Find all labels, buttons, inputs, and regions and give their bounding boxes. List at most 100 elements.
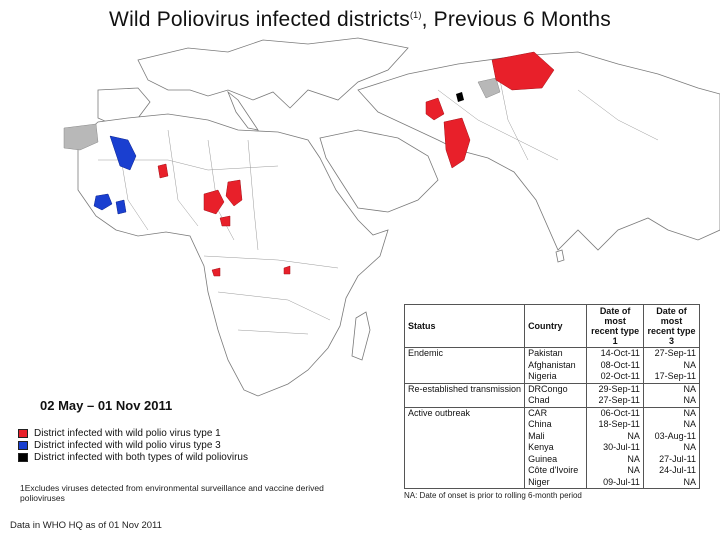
table-cell-type3: 24-Jul-11 (643, 465, 701, 477)
type3-districts (93, 135, 137, 215)
header-country: Country (524, 304, 588, 348)
footnote: 1Excludes viruses detected from environm… (20, 483, 324, 503)
mali-type3-districts (109, 135, 137, 171)
table-cell-country: Niger (524, 476, 588, 489)
table-cell-type3: 03-Aug-11 (643, 430, 701, 442)
legend-label-type1: District infected with wild polio virus … (34, 428, 221, 439)
pakistan-type1-districts (443, 117, 471, 169)
table-cell-type1: 14-Oct-11 (586, 347, 644, 360)
map-title: Wild Poliovirus infected districts(1), P… (0, 8, 720, 32)
table-cell-type3: 27-Jul-11 (643, 453, 701, 465)
table-row: Endemic Pakistan 14-Oct-11 27-Sep-11 (403, 347, 701, 360)
title-suffix: , Previous 6 Months (421, 8, 611, 31)
table-cell-country: CAR (524, 406, 588, 419)
table-cell-status (403, 442, 526, 454)
legend-swatch-type3 (18, 441, 28, 450)
table-cell-type3: NA (643, 476, 701, 489)
title-footnote-mark: (1) (409, 10, 422, 20)
legend-label-both: District infected with both types of wil… (34, 452, 248, 463)
table-cell-type3: 17-Sep-11 (643, 371, 701, 383)
table-cell-status (403, 430, 526, 442)
africa-landmass (77, 113, 389, 397)
italy (227, 90, 259, 131)
case-table: Status Country Date of most recent type … (403, 304, 701, 489)
table-cell-type1: 18-Sep-11 (586, 419, 644, 431)
guinea-type3-districts (93, 193, 113, 211)
table-row: Niger 09-Jul-11 NA (403, 476, 701, 489)
table-cell-type1: 08-Oct-11 (586, 359, 644, 371)
table-cell-country: Nigeria (524, 371, 588, 383)
table-cell-status (403, 371, 526, 383)
table-cell-type1: NA (586, 465, 644, 477)
table-cell-type1: 06-Oct-11 (586, 406, 644, 419)
table-cell-country: Kenya (524, 442, 588, 454)
table-row: Chad 27-Sep-11 NA (403, 395, 701, 407)
table-cell-type3: 27-Sep-11 (643, 347, 701, 360)
header-type3: Date of most recent type 3 (642, 304, 701, 348)
table-cell-type1: 09-Jul-11 (586, 476, 644, 489)
europe-landmass (137, 37, 409, 109)
pakistan-both-types-district (456, 92, 464, 102)
table-cell-type3: NA (643, 419, 701, 431)
data-source: Data in WHO HQ as of 01 Nov 2011 (10, 520, 162, 531)
table-row: Re-established transmission DRCongo 29-Sep… (403, 382, 701, 395)
table-body: Endemic Pakistan 14-Oct-11 27-Sep-11 Afghani… (403, 347, 701, 489)
legend-label-type3: District infected with wild polio virus … (34, 440, 221, 451)
china-type1-districts (491, 51, 555, 91)
table-cell-country: DRCongo (524, 382, 588, 395)
table-cell-status (403, 395, 526, 407)
table-cell-status (403, 419, 526, 431)
table-cell-country: Pakistan (524, 347, 588, 360)
table-cell-status (403, 453, 526, 465)
table-cell-country: Guinea (524, 453, 588, 465)
niger-type1-districts (157, 163, 169, 179)
table-cell-type3: NA (643, 382, 701, 395)
drc-type1-districts (211, 267, 221, 277)
table-cell-type3: NA (643, 442, 701, 454)
madagascar (351, 311, 371, 361)
table-cell-country: China (524, 419, 588, 431)
table-cell-type1: NA (586, 430, 644, 442)
period-label: 02 May – 01 Nov 2011 (40, 398, 173, 413)
table-row: China 18-Sep-11 NA (403, 419, 701, 431)
table-header-row: Status Country Date of most recent type … (403, 304, 701, 348)
legend-swatch-type1 (18, 429, 28, 438)
sri-lanka (555, 249, 565, 263)
header-status: Status (403, 304, 526, 348)
title-text: Wild Poliovirus infected districts (109, 8, 410, 31)
legend-item-type3: District infected with wild polio virus … (18, 440, 398, 451)
table-row: Active outbreak CAR 06-Oct-11 NA (403, 406, 701, 419)
table-row: Kenya 30-Jul-11 NA (403, 442, 701, 454)
table-cell-type1: NA (586, 453, 644, 465)
table-row: Mali NA 03-Aug-11 (403, 430, 701, 442)
table-cell-status: Active outbreak (403, 406, 526, 419)
car-type1-districts (219, 215, 231, 227)
table-cell-country: Chad (524, 395, 588, 407)
table-cell-status: Re-established transmission (403, 382, 526, 395)
table-row: Côte d'Ivoire NA 24-Jul-11 (403, 465, 701, 477)
table-cell-type1: 29-Sep-11 (586, 382, 644, 395)
table-cell-status (403, 359, 526, 371)
table-cell-country: Mali (524, 430, 588, 442)
nigeria-type1-districts (203, 189, 225, 215)
type1-districts (157, 51, 555, 277)
table-row: Nigeria 02-Oct-11 17-Sep-11 (403, 371, 701, 383)
table-row: Guinea NA 27-Jul-11 (403, 453, 701, 465)
table-cell-status (403, 476, 526, 489)
excluded-regions (63, 77, 501, 151)
table-cell-type1: 27-Sep-11 (586, 395, 644, 407)
land-masses (77, 37, 720, 397)
map-legend: District infected with wild polio virus … (18, 428, 398, 464)
case-table-container: Status Country Date of most recent type … (403, 304, 701, 500)
table-cell-country: Afghanistan (524, 359, 588, 371)
both-types-districts (456, 92, 464, 102)
kashmir-region (477, 77, 501, 99)
legend-item-both: District infected with both types of wil… (18, 452, 398, 463)
legend-item-type1: District infected with wild polio virus … (18, 428, 398, 439)
table-cell-status (403, 465, 526, 477)
arabia-landmass (319, 129, 439, 213)
afghanistan-type1-districts (425, 97, 445, 121)
table-cell-type3: NA (643, 406, 701, 419)
table-cell-type1: 02-Oct-11 (586, 371, 644, 383)
kenya-type1-districts (283, 265, 291, 275)
